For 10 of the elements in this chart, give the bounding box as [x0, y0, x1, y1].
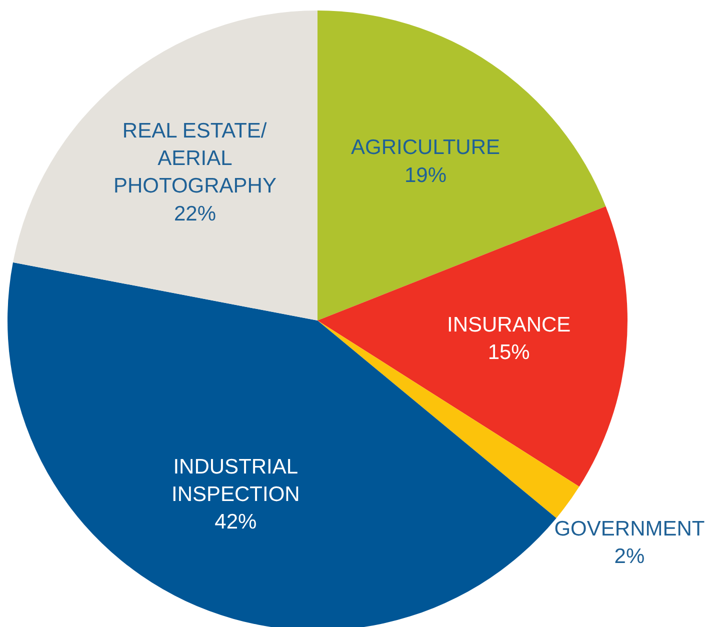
slice-label: INDUSTRIAL INSPECTION: [171, 455, 300, 506]
data-label: 22%: [174, 202, 216, 226]
slice-label: INSURANCE: [447, 313, 571, 336]
data-label: 42%: [214, 510, 257, 534]
data-label: 15%: [488, 340, 530, 364]
data-label: 2%: [614, 545, 645, 568]
slice-label: AGRICULTURE: [351, 136, 500, 160]
slice-label: GOVERNMENT: [554, 518, 705, 540]
data-label: 19%: [404, 164, 447, 187]
slice-label: REAL ESTATE/ AERIAL PHOTOGRAPHY: [114, 120, 276, 198]
